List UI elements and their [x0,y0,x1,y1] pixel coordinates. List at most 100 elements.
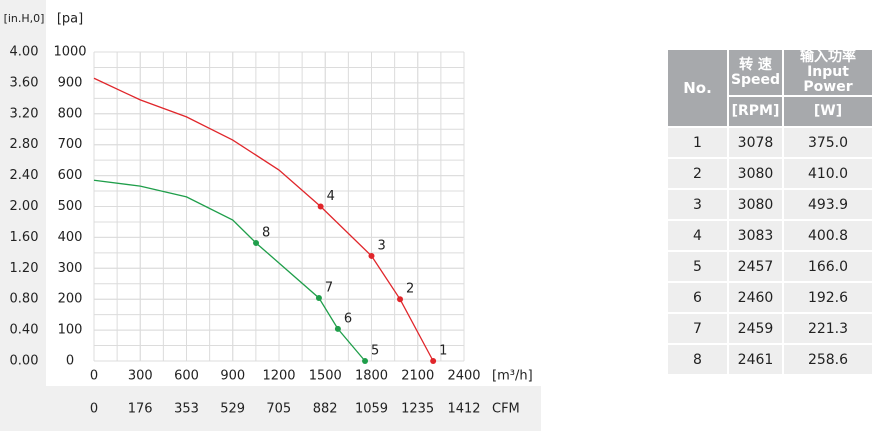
y-tick-label: 600 [58,168,83,183]
x2-tick-label: 1059 [355,402,388,417]
table-cell: 493.9 [782,188,874,221]
table-cell: 410.0 [782,157,874,190]
x2-tick-label: 705 [266,402,291,417]
point-label: 8 [262,225,270,240]
y-tick-label: 1000 [53,45,86,60]
table-row: 4 3083 400.8 [666,219,874,252]
x-tick-label: 600 [174,369,199,384]
table-cell: 4 [666,219,729,252]
table-cell: 375.0 [782,126,874,159]
header-text: Speed [730,71,781,88]
table-cell: 3 [666,188,729,221]
x2-title: CFM [492,402,520,417]
operating-point [397,296,404,303]
point-label: 7 [325,280,333,295]
table-cell: 3080 [727,157,784,190]
y2-tick-label: 0.40 [10,323,39,338]
point-label: 1 [439,344,447,359]
x-tick-label: 1800 [355,369,388,384]
table-cell: 2459 [727,312,784,345]
table-cell: 2461 [727,343,784,376]
x2-tick-label: 529 [220,402,245,417]
chart: [in.H,0] [pa] [m³/h] CFM 010020030040050… [0,0,541,431]
table-cell: 2 [666,157,729,190]
y2-tick-label: 3.60 [10,75,39,90]
y2-tick-label: 0.00 [10,354,39,369]
bottom-band [0,386,541,431]
x2-tick-label: 882 [313,402,338,417]
y2-tick-label: 4.00 [10,45,39,60]
x2-tick-label: 1412 [447,402,480,417]
header-text: 转 速 [739,56,772,73]
point-label: 3 [378,238,386,253]
table-cell: 166.0 [782,250,874,283]
table-cell: 1 [666,126,729,159]
y-tick-label: 100 [58,323,83,338]
table-cell: 258.6 [782,343,874,376]
table-row: 8 2461 258.6 [666,343,874,376]
y2-tick-label: 2.00 [10,199,39,214]
curve [93,77,434,362]
table-cell: 5 [666,250,729,283]
table-cell: 7 [666,312,729,345]
y2-tick-label: 2.40 [10,168,39,183]
operating-point [334,325,341,332]
x-title: [m³/h] [492,369,533,384]
y-tick-label: 400 [58,230,83,245]
x2-tick-label: 1235 [401,402,434,417]
table-cell: 221.3 [782,312,874,345]
header-no: No. [666,48,729,128]
operating-point [253,239,260,246]
y2-title: [in.H,0] [4,12,45,25]
header-speed: 转 速 Speed [727,48,784,97]
y-tick-label: 500 [58,199,83,214]
y-tick-label: 900 [58,75,83,90]
x2-tick-label: 0 [90,402,98,417]
table-body: 1 3078 375.0 2 3080 410.0 3 3080 493.9 4 3083 400.8… [666,126,874,376]
y2-tick-label: 0.80 [10,292,39,307]
header-text: Input Power [803,64,853,95]
y-tick-label: 700 [58,137,83,152]
y2-tick-label: 1.20 [10,261,39,276]
point-label: 5 [371,344,379,359]
y2-tick-label: 3.20 [10,106,39,121]
x-tick-label: 2100 [401,369,434,384]
curve [93,179,366,362]
x-tick-label: 1500 [309,369,342,384]
header-text: 输入功率 [800,49,856,65]
y-tick-label: 0 [66,354,74,369]
y-tick-label: 200 [58,292,83,307]
table-row: 7 2459 221.3 [666,312,874,345]
table-row: 6 2460 192.6 [666,281,874,314]
table-row: 3 3080 493.9 [666,188,874,221]
point-label: 4 [327,189,335,204]
table-cell: 400.8 [782,219,874,252]
left-band [0,0,46,431]
operating-point [362,358,369,364]
spec-table: No. 转 速 Speed 输入功率 Input Power [RPM] [W] 1… [666,48,874,376]
point-label: 6 [344,311,352,326]
operating-point [315,294,322,301]
x-tick-label: 300 [128,369,153,384]
table-cell: 2457 [727,250,784,283]
header-unit: [W] [782,95,874,128]
y2-tick-label: 1.60 [10,230,39,245]
y-tick-label: 300 [58,261,83,276]
table-row: 5 2457 166.0 [666,250,874,283]
operating-point [368,252,375,259]
table-cell: 2460 [727,281,784,314]
x2-tick-label: 176 [128,402,153,417]
table-row: 1 3078 375.0 [666,126,874,159]
table-row: 2 3080 410.0 [666,157,874,190]
x2-tick-label: 353 [174,402,199,417]
point-label: 2 [406,282,414,297]
y-title: [pa] [57,12,83,27]
y2-tick-label: 2.80 [10,137,39,152]
table-cell: 192.6 [782,281,874,314]
operating-point [430,358,437,364]
y-tick-label: 800 [58,106,83,121]
x-tick-label: 2400 [447,369,480,384]
table-cell: 3080 [727,188,784,221]
table-cell: 3078 [727,126,784,159]
